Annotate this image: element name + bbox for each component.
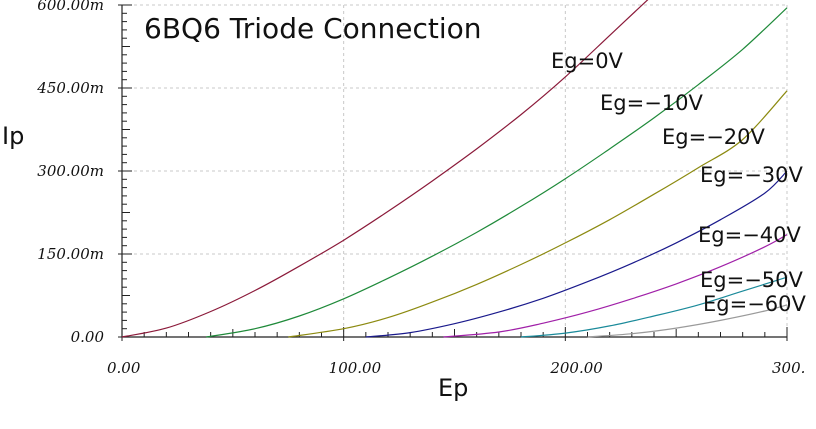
x-tick-label: 200.00 [549, 359, 603, 377]
series-line [520, 276, 788, 338]
chart-title: 6BQ6 Triode Connection [144, 12, 482, 45]
series-label: Eg=−50V [700, 268, 804, 292]
grid-layer [122, 4, 788, 337]
y-tick-label: 600.00m [37, 0, 104, 14]
text-layer: 6BQ6 Triode Connection Ep Ip 0.00 100.00 2… [2, 0, 807, 402]
series-line [443, 234, 788, 338]
y-tick-label: 0.00 [71, 328, 105, 346]
y-axis-title: Ip [2, 122, 24, 150]
x-tick-label: 100.00 [329, 359, 382, 377]
series-label: Eg=0V [551, 49, 624, 73]
series-label: Eg=−60V [703, 292, 807, 316]
series-label: Eg=−10V [600, 91, 704, 115]
series-layer [122, 0, 788, 338]
series-line [288, 90, 788, 338]
axes-layer [118, 4, 788, 341]
x-tick-label: 300. [772, 359, 805, 377]
series-label: Eg=−40V [698, 223, 802, 247]
y-tick-label: 300.00m [37, 162, 104, 180]
series-line [365, 170, 788, 338]
y-tick-label: 450.00m [36, 79, 104, 97]
x-tick-label: 0.00 [107, 359, 141, 377]
x-axis-title: Ep [438, 374, 468, 402]
y-tick-label: 150.00m [37, 245, 104, 263]
series-line [206, 7, 788, 338]
series-line [122, 0, 649, 338]
series-label: Eg=−30V [700, 163, 804, 187]
series-label: Eg=−20V [662, 125, 766, 149]
series-line [587, 304, 788, 338]
